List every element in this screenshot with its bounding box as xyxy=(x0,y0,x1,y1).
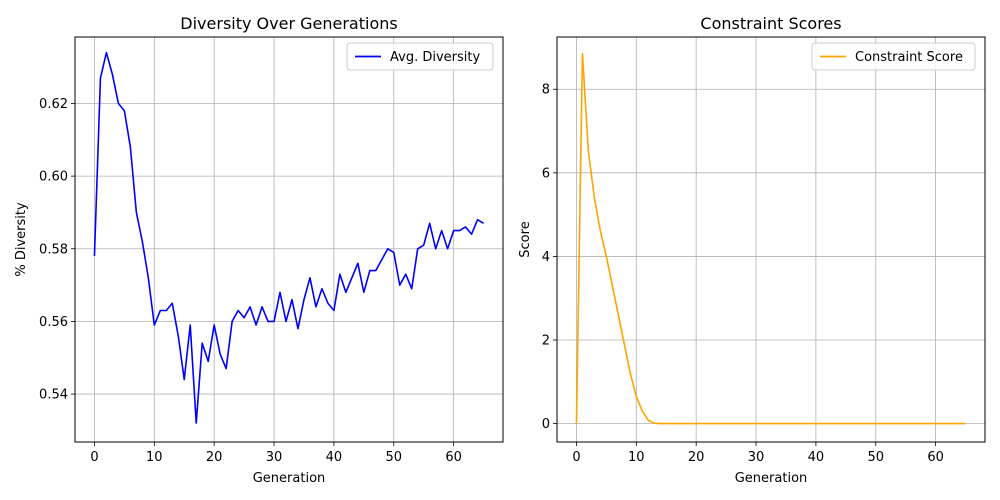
chart-title: Constraint Scores xyxy=(700,14,841,33)
x-tick-label: 10 xyxy=(628,450,645,465)
x-tick-label: 0 xyxy=(572,450,580,465)
y-tick-label: 8 xyxy=(542,83,550,98)
x-tick-label: 30 xyxy=(266,450,283,465)
y-tick-label: 0 xyxy=(542,417,550,432)
x-tick-label: 60 xyxy=(927,450,944,465)
constraint-chart: 0 10 20 30 40 50 60 0 2 4 6 8 Constraint Scores Gener… xyxy=(518,14,986,486)
x-tick-label: 0 xyxy=(90,450,98,465)
x-tick-label: 10 xyxy=(146,450,163,465)
legend-box xyxy=(811,42,976,71)
y-tick-label: 4 xyxy=(542,250,550,265)
y-tick-label: 0.54 xyxy=(39,388,68,403)
plot-frame xyxy=(556,36,986,443)
x-tick-label: 20 xyxy=(688,450,705,465)
y-tick-label: 6 xyxy=(542,166,550,181)
x-tick-label: 40 xyxy=(808,450,825,465)
legend-box xyxy=(346,42,494,71)
x-axis-label: Generation xyxy=(253,471,326,486)
x-tick-label: 20 xyxy=(206,450,223,465)
y-tick-label: 0.60 xyxy=(39,170,68,185)
series-line-0 xyxy=(93,51,484,424)
diversity-chart: 0 10 20 30 40 50 60 0.54 0.56 0.58 0.60 0.62 Diversi… xyxy=(14,14,504,486)
x-axis-label: Generation xyxy=(735,471,808,486)
x-tick-label: 50 xyxy=(867,450,884,465)
legend-label: Avg. Diversity xyxy=(390,50,480,65)
y-tick-label: 2 xyxy=(542,334,550,349)
legend-label: Constraint Score xyxy=(855,50,963,65)
series-line-0 xyxy=(575,52,966,425)
y-tick-label: 0.56 xyxy=(39,315,68,330)
plot-frame xyxy=(74,36,504,443)
x-tick-label: 30 xyxy=(748,450,765,465)
y-tick-label: 0.58 xyxy=(39,242,68,257)
y-axis-label: Score xyxy=(518,221,533,257)
x-tick-label: 40 xyxy=(326,450,343,465)
y-tick-label: 0.62 xyxy=(39,97,68,112)
x-tick-label: 50 xyxy=(385,450,402,465)
x-tick-label: 60 xyxy=(445,450,462,465)
chart-title: Diversity Over Generations xyxy=(180,14,397,33)
y-axis-label: % Diversity xyxy=(14,202,29,277)
